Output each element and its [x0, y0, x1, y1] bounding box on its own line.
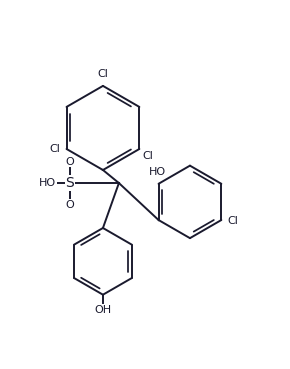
Text: HO: HO [39, 178, 57, 188]
Text: Cl: Cl [142, 151, 153, 161]
Text: S: S [65, 176, 74, 190]
Text: OH: OH [94, 305, 112, 315]
Text: Cl: Cl [97, 69, 108, 79]
Text: HO: HO [148, 168, 166, 177]
Text: O: O [65, 156, 74, 166]
Text: Cl: Cl [227, 217, 238, 227]
Text: Cl: Cl [49, 144, 60, 154]
Text: O: O [65, 200, 74, 210]
